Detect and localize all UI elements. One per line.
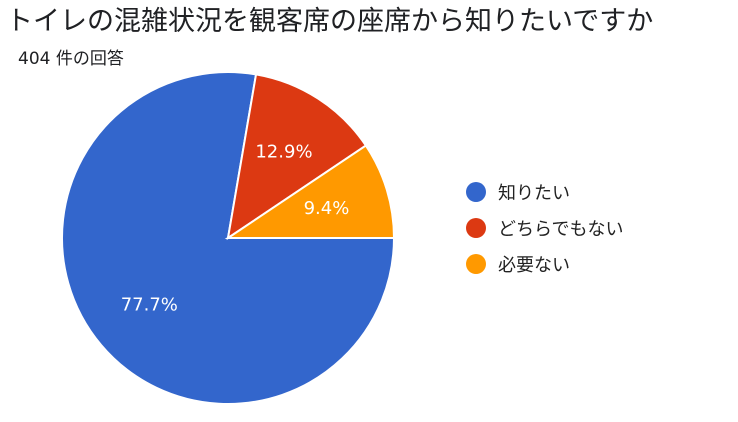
pie-slice-labels: 77.7% 12.9% 9.4% (121, 142, 350, 316)
pie-slice-label-3: 9.4% (304, 198, 350, 219)
response-count: 404 件の回答 (18, 49, 124, 69)
legend-swatch-3 (466, 254, 486, 274)
pie-slice-label-2: 12.9% (255, 142, 312, 163)
legend-label-1[interactable]: 知りたい (498, 183, 570, 204)
pie-slice-2[interactable] (226, 73, 368, 241)
pie-slices (61, 71, 396, 405)
legend-swatch-2 (466, 218, 486, 238)
pie-slice-3[interactable] (224, 144, 396, 239)
legend-label-3[interactable]: 必要ない (498, 255, 570, 276)
legend-swatch-1 (466, 182, 486, 202)
legend-label-2[interactable]: どちらでもない (498, 219, 623, 240)
pie-slice-label-1: 77.7% (121, 294, 178, 315)
chart-title: トイレの混雑状況を観客席の座席から知りたいですか (6, 6, 654, 37)
